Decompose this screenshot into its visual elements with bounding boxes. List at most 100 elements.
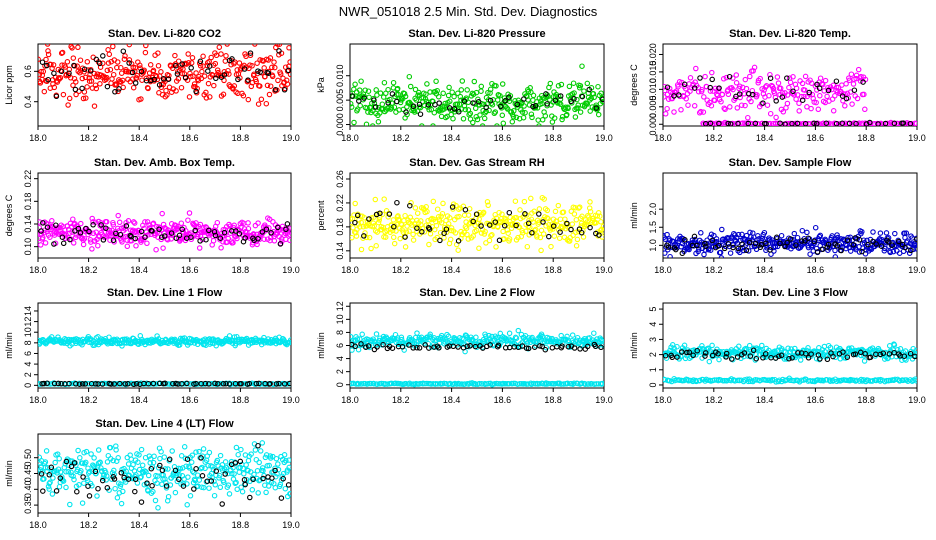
data-point-main	[189, 452, 196, 459]
data-point-black	[188, 65, 194, 71]
data-point-main	[790, 236, 797, 243]
data-point-main	[691, 103, 698, 109]
data-point-main	[458, 97, 464, 104]
x-tick-label: 18.2	[80, 395, 98, 405]
data-point-main	[239, 488, 246, 495]
data-point-main	[191, 469, 197, 476]
data-point-main	[126, 44, 133, 48]
data-point-main	[715, 240, 722, 246]
data-point-main	[698, 108, 704, 115]
data-point-main	[175, 76, 182, 82]
data-point-low	[582, 381, 588, 387]
data-point-main	[118, 481, 124, 487]
data-point-black	[498, 103, 504, 110]
data-point-main	[464, 87, 470, 93]
data-point-main	[506, 236, 513, 242]
data-point-black	[664, 84, 671, 90]
y-axis-label: ml/min	[316, 332, 326, 359]
x-tick-label: 18.4	[756, 133, 774, 143]
data-point-black	[880, 350, 887, 356]
data-point-main	[236, 469, 243, 475]
data-point-main	[287, 237, 291, 244]
data-point-black	[691, 233, 698, 240]
data-point-main	[462, 106, 469, 113]
data-point-main	[231, 471, 237, 477]
data-point-black	[232, 460, 239, 466]
data-point-main	[595, 83, 601, 90]
y-tick-label: 2.0	[648, 203, 658, 216]
data-point-black	[76, 381, 83, 387]
data-point-black	[776, 353, 782, 360]
data-point-main	[725, 91, 732, 98]
data-point-main	[701, 351, 708, 357]
data-point-black	[57, 475, 64, 481]
data-point-main	[786, 84, 792, 91]
data-point-main	[460, 116, 467, 122]
data-point-black	[820, 246, 826, 252]
data-point-main	[707, 88, 714, 94]
data-point-main	[476, 245, 482, 252]
data-point-main	[712, 85, 719, 92]
data-point-main	[473, 227, 480, 234]
data-point-black	[586, 86, 592, 93]
data-point-black	[170, 380, 176, 387]
data-point-black	[213, 468, 220, 474]
data-point-main	[252, 447, 259, 453]
data-point-main	[522, 109, 528, 116]
data-point-main	[551, 115, 558, 121]
data-point-black	[592, 343, 599, 350]
data-point-main	[476, 216, 482, 222]
y-axis-label: kPa	[316, 77, 326, 93]
data-points	[38, 440, 291, 511]
data-point-main	[402, 212, 408, 219]
data-point-black	[487, 342, 493, 348]
data-point-black	[749, 91, 756, 98]
data-point-main	[398, 334, 405, 341]
data-point-black	[483, 104, 489, 111]
data-point-main	[358, 219, 364, 226]
data-point-main	[843, 81, 849, 87]
data-point-black	[873, 241, 879, 247]
y-tick-label: 2	[335, 369, 345, 374]
data-point-main	[450, 206, 456, 212]
data-point-main	[275, 77, 281, 84]
data-point-main	[492, 109, 499, 115]
data-point-main	[440, 200, 446, 207]
data-point-black	[117, 380, 123, 387]
data-point-main	[63, 484, 69, 491]
data-point-main	[578, 220, 585, 227]
data-point-black	[361, 233, 367, 239]
data-point-black	[786, 355, 792, 362]
data-point-main	[913, 245, 917, 252]
data-point-main	[426, 107, 432, 113]
data-point-main	[230, 86, 236, 92]
data-point-main	[381, 79, 388, 86]
data-point-black	[492, 219, 499, 225]
data-point-main	[87, 229, 93, 236]
data-point-main	[912, 242, 917, 249]
data-point-main	[699, 87, 705, 93]
data-point-black	[728, 356, 735, 362]
data-point-main	[483, 240, 489, 246]
data-point-main	[594, 213, 601, 219]
data-point-black	[212, 232, 219, 239]
data-point-main	[391, 104, 398, 110]
data-point-main	[902, 348, 909, 354]
data-point-main	[545, 215, 551, 222]
data-point-main	[434, 206, 441, 212]
data-point-black	[795, 350, 801, 356]
data-point-main	[452, 230, 459, 236]
data-point-main	[163, 485, 170, 491]
data-point-main	[539, 100, 545, 107]
data-point-main	[887, 249, 894, 256]
data-point-black	[278, 495, 285, 501]
data-point-black	[896, 238, 902, 245]
data-point-main	[50, 475, 56, 481]
data-point-main	[494, 123, 500, 126]
y-tick-label: 12	[23, 317, 33, 327]
data-point-black	[193, 88, 199, 95]
data-point-main	[793, 96, 799, 102]
data-point-black	[550, 223, 557, 229]
plot-frame	[662, 172, 918, 259]
